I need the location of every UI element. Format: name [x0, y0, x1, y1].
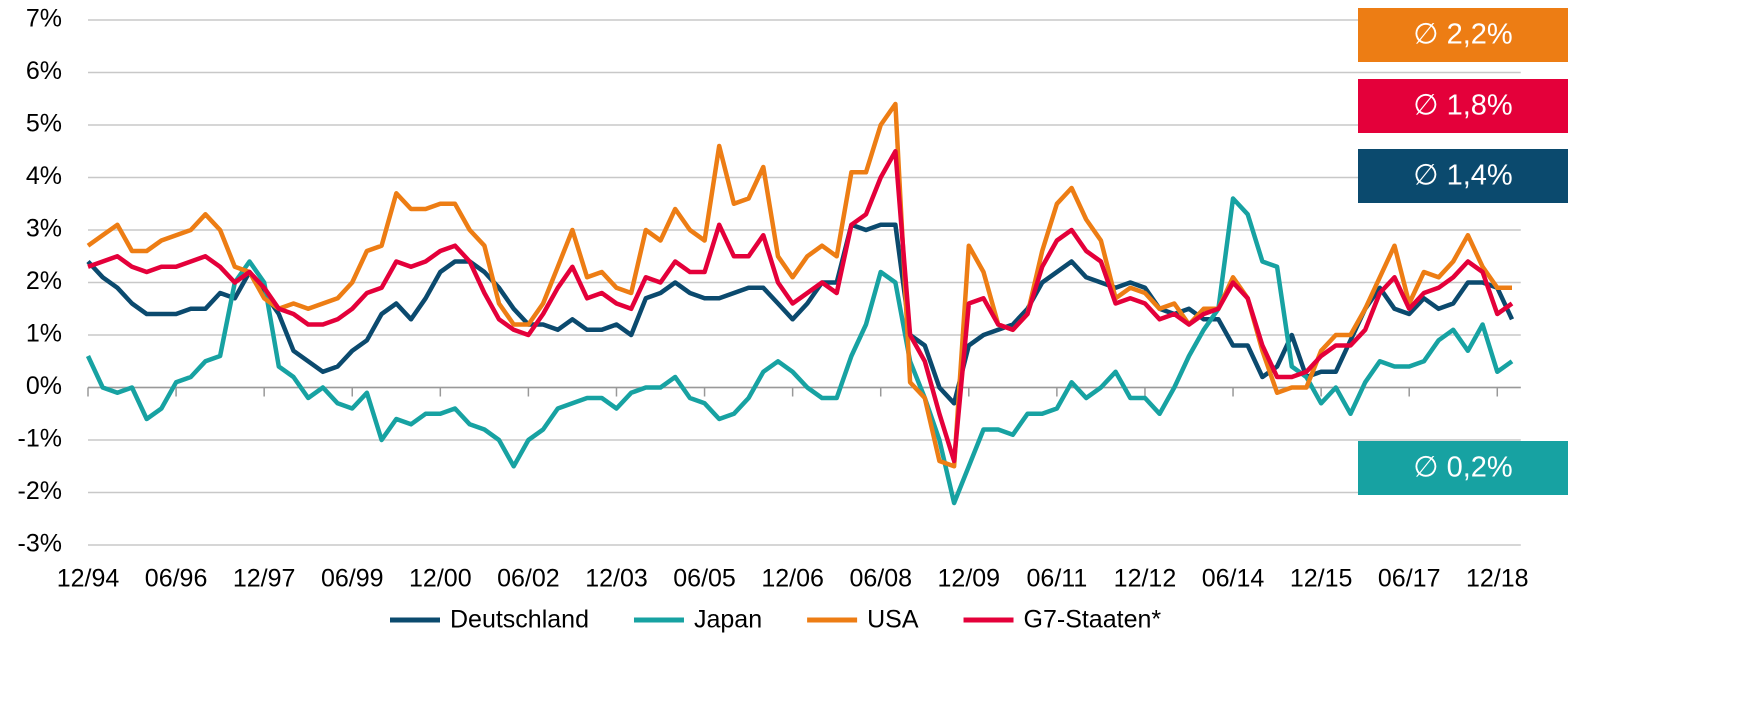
average-label: ∅ 1,8%	[1413, 90, 1512, 122]
x-tick-label: 12/97	[233, 565, 296, 593]
average-label: ∅ 2,2%	[1413, 19, 1512, 51]
y-tick-label: -2%	[18, 477, 62, 505]
x-tick-label: 06/02	[497, 565, 560, 593]
x-tick-label: 06/99	[321, 565, 384, 593]
y-tick-label: 4%	[26, 162, 62, 190]
x-tick-label: 12/03	[585, 565, 648, 593]
x-tick-label: 06/11	[1027, 565, 1088, 593]
series-line	[86, 101, 1512, 469]
x-tick-label: 06/96	[145, 565, 208, 593]
average-badge	[1358, 8, 1568, 62]
x-tick-label: 12/09	[938, 565, 1001, 593]
x-tick-label: 06/05	[673, 565, 736, 593]
x-tick-label: 06/17	[1378, 565, 1441, 593]
y-tick-label: 2%	[26, 267, 62, 295]
x-tick-label: 12/15	[1290, 565, 1353, 593]
average-label: ∅ 1,4%	[1413, 160, 1512, 192]
y-tick-label: -1%	[18, 425, 62, 453]
x-tick-label: 12/12	[1114, 565, 1177, 593]
x-tick-label: 12/94	[57, 565, 120, 593]
x-tick-label: 06/14	[1202, 565, 1265, 593]
x-tick-label: 12/00	[409, 565, 472, 593]
average-badge	[1358, 79, 1568, 133]
y-tick-label: 6%	[26, 57, 62, 85]
y-tick-label: 0%	[26, 372, 62, 400]
legend-label: Japan	[694, 606, 762, 634]
y-tick-label: 5%	[26, 110, 62, 138]
series-line	[85, 196, 1514, 506]
average-label: ∅ 0,2%	[1413, 452, 1512, 484]
x-tick-label: 12/06	[761, 565, 824, 593]
series-line	[87, 149, 1514, 464]
x-tick-label: 12/18	[1466, 565, 1529, 593]
average-badge	[1358, 441, 1568, 495]
y-tick-label: -3%	[18, 530, 62, 558]
y-tick-label: 7%	[26, 5, 62, 33]
x-tick-label: 06/08	[849, 565, 912, 593]
legend-label: G7-Staaten*	[1024, 606, 1162, 634]
y-tick-label: 1%	[26, 320, 62, 348]
legend-label: USA	[867, 606, 919, 634]
y-tick-label: 3%	[26, 215, 62, 243]
legend-label: Deutschland	[450, 606, 589, 634]
average-badge	[1358, 149, 1568, 203]
